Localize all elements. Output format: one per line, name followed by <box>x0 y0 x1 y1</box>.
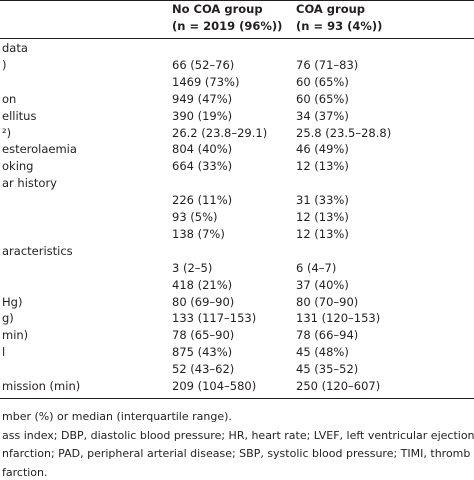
cell: 12 (13%) <box>296 159 349 174</box>
cell: 45 (48%) <box>296 345 349 360</box>
row-label: ellitus <box>2 108 37 123</box>
column-subtitle: (n = 2019 (96%)) <box>172 19 283 33</box>
cell: 250 (120–607) <box>296 379 381 393</box>
cell: 25.8 (23.5–28.8) <box>296 125 392 140</box>
cell: 78 (65–90) <box>172 328 235 343</box>
row-label: l <box>2 345 6 360</box>
cell: 418 (21%) <box>172 277 233 292</box>
row-label: Hg) <box>2 294 23 309</box>
cell: 138 (7%) <box>172 226 225 241</box>
cell: 390 (19%) <box>172 108 233 123</box>
cell: 664 (33%) <box>172 159 233 174</box>
row-label: on <box>2 91 17 106</box>
header-rule <box>0 38 474 39</box>
cell: 80 (69–90) <box>172 294 235 309</box>
cell: 78 (66–94) <box>296 328 359 343</box>
cell: 133 (117–153) <box>172 311 257 326</box>
cell: 26.2 (23.8–29.1) <box>172 125 268 140</box>
cell: 80 (70–90) <box>296 294 359 309</box>
row-label: min) <box>2 328 29 343</box>
cell: 76 (71–83) <box>296 57 359 72</box>
cell: 45 (35–52) <box>296 362 359 377</box>
cell: 226 (11%) <box>172 193 233 208</box>
cell: 93 (5%) <box>172 210 218 224</box>
footnote: nfarction; PAD, peripheral arterial dise… <box>2 447 471 460</box>
cell: 131 (120–153) <box>296 311 381 326</box>
column-subtitle: (n = 93 (4%)) <box>296 19 383 33</box>
row-label: ar history <box>2 176 57 191</box>
cell: 12 (13%) <box>296 210 349 224</box>
cell: 34 (37%) <box>296 108 349 123</box>
cell: 12 (13%) <box>296 226 349 241</box>
column-title: COA group <box>296 2 366 16</box>
cell: 37 (40%) <box>296 277 349 292</box>
row-label: ) <box>2 57 7 72</box>
cell: 875 (43%) <box>172 345 233 360</box>
top-rule <box>0 0 474 1</box>
cell: 804 (40%) <box>172 142 233 157</box>
cell: 3 (2–5) <box>172 260 213 275</box>
cell: 52 (43–62) <box>172 362 235 377</box>
cell: 60 (65%) <box>296 91 349 106</box>
cell: 209 (104–580) <box>172 379 257 393</box>
cell: 31 (33%) <box>296 193 349 208</box>
row-label: data <box>2 41 28 55</box>
bottom-rule <box>0 398 474 399</box>
cell: 6 (4–7) <box>296 260 337 275</box>
row-label: aracteristics <box>2 243 73 258</box>
row-label: ²) <box>2 125 12 140</box>
row-label: g) <box>2 311 14 326</box>
footnote: farction. <box>2 465 48 479</box>
row-label: mission (min) <box>2 379 81 393</box>
column-title: No COA group <box>172 2 263 16</box>
cell: 949 (47%) <box>172 91 233 106</box>
cell: 46 (49%) <box>296 142 349 157</box>
footnote: mber (%) or median (interquartile range)… <box>2 410 232 423</box>
cell: 1469 (73%) <box>172 74 240 89</box>
row-label: esterolaemia <box>2 142 77 157</box>
footnote: ass index; DBP, diastolic blood pressure… <box>2 428 474 442</box>
cell: 66 (52–76) <box>172 57 235 72</box>
cell: 60 (65%) <box>296 74 349 89</box>
row-label: oking <box>2 159 34 174</box>
